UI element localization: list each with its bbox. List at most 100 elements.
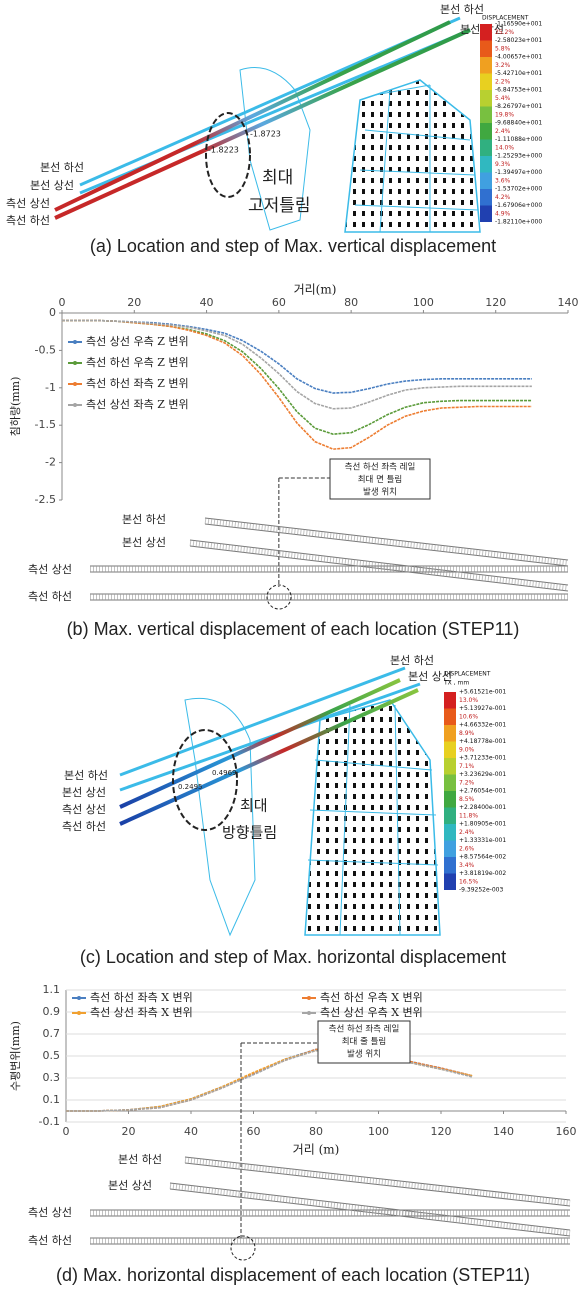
- legend-percent: 2.6%: [459, 845, 475, 852]
- legend-percent: 2.4%: [495, 128, 511, 135]
- legend-percent: 8.9%: [459, 730, 475, 737]
- x-tick-label: 100: [413, 296, 434, 309]
- legend-swatch: [480, 41, 492, 58]
- track-label: 측선 상선: [6, 197, 50, 210]
- legend-value: +3.71233e-001: [459, 755, 506, 762]
- track-label: 측선 하선: [28, 1233, 72, 1247]
- x-tick-label: 120: [431, 1125, 452, 1138]
- legend-value: +4.66332e-001: [459, 722, 506, 729]
- legend-value: +8.57564e-002: [459, 854, 506, 861]
- annotation: 최대 면 틀림: [358, 474, 403, 485]
- legend-percent: 14.0%: [495, 144, 514, 151]
- legend-percent: 5.8%: [495, 45, 511, 52]
- annotation: 발생 위치: [363, 487, 397, 498]
- legend-swatch: [444, 874, 456, 891]
- figure: -1.8723 -1.8223 최대 고저틀림 본선 하선 본선 상선 본선 하…: [0, 0, 586, 1291]
- legend-marker: [307, 1011, 311, 1015]
- x-axis-title: 거리(m): [294, 283, 337, 297]
- legend-swatch: [444, 791, 456, 808]
- value-label: -1.8723: [250, 130, 281, 139]
- x-axis-title: 거리 (m): [293, 1143, 340, 1157]
- x-tick-label: 0: [63, 1125, 70, 1138]
- x-tick-label: 160: [556, 1125, 577, 1138]
- y-tick-label: -2: [45, 456, 56, 469]
- legend-value: +1.33331e-001: [459, 837, 506, 844]
- legend-percent: 10.6%: [459, 713, 478, 720]
- legend-swatch: [480, 90, 492, 107]
- y-tick-label: 0.1: [43, 1093, 61, 1106]
- track-label: 측선 하선: [28, 589, 72, 603]
- legend-label: 측선 상선 좌측 X 변위: [90, 1006, 193, 1019]
- y-tick-label: -1: [45, 381, 56, 394]
- y-tick-label: 0.3: [43, 1071, 61, 1084]
- value-label: -1.8223: [208, 146, 239, 155]
- legend-marker: [73, 361, 77, 365]
- legend-swatch: [480, 24, 492, 41]
- annotation: 최대 줄 틀림: [342, 1036, 387, 1047]
- legend-swatch: [480, 206, 492, 223]
- series-line: [66, 1051, 472, 1112]
- series-line: [66, 1051, 472, 1112]
- x-tick-label: 20: [127, 296, 141, 309]
- legend-percent: 8.5%: [459, 796, 475, 803]
- caption: (b) Max. vertical displacement of each l…: [67, 619, 520, 639]
- legend-value: -1.16590e+001: [495, 21, 542, 28]
- y-tick-label: 0.9: [43, 1005, 61, 1018]
- legend-swatch: [444, 742, 456, 759]
- legend-marker: [73, 403, 77, 407]
- legend-swatch: [480, 189, 492, 206]
- legend-value: +4.18778e-001: [459, 738, 506, 745]
- legend-marker: [73, 340, 77, 344]
- track-label: 본선 상선: [62, 786, 106, 799]
- legend-swatch: [444, 709, 456, 726]
- legend-value: -2.58023e+001: [495, 37, 542, 44]
- series-line: [66, 1049, 472, 1111]
- legend-value: +2.76054e-001: [459, 788, 506, 795]
- panel-a: -1.8723 -1.8223 최대 고저틀림 본선 하선 본선 상선 본선 하…: [6, 2, 529, 256]
- legend-percent: 3.6%: [495, 177, 511, 184]
- legend-label: 측선 상선 우측 X 변위: [320, 1006, 423, 1019]
- legend-value: -9.68840e+001: [495, 120, 542, 127]
- rail: [185, 1163, 570, 1206]
- legend-percent: 3.2%: [495, 62, 511, 69]
- track-label: 본선 상선: [30, 179, 74, 192]
- legend-swatch: [480, 57, 492, 74]
- legend-value: -1.67906e+000: [495, 202, 542, 209]
- legend-percent: 7.2%: [459, 779, 475, 786]
- turnout-frame: [185, 698, 255, 935]
- y-tick-label: -0.5: [35, 343, 56, 356]
- x-tick-label: 20: [122, 1125, 136, 1138]
- legend-percent: 25.2%: [495, 29, 514, 36]
- legend-value: +3.81819e-002: [459, 870, 506, 877]
- track-label: 측선 하선: [62, 819, 106, 833]
- legend-marker: [307, 996, 311, 1000]
- track-label: 측선 상선: [62, 803, 106, 816]
- legend-percent: 19.8%: [495, 111, 514, 118]
- legend-percent: 13.0%: [459, 697, 478, 704]
- legend-marker: [73, 382, 77, 386]
- mesh: [305, 700, 440, 935]
- y-tick-label: 0: [49, 306, 56, 319]
- legend-percent: 4.2%: [495, 194, 511, 201]
- annotation: 측선 하선 좌측 레일: [329, 1024, 400, 1035]
- x-tick-label: 120: [485, 296, 506, 309]
- legend-swatch: [480, 107, 492, 124]
- x-tick-label: 40: [200, 296, 214, 309]
- x-tick-label: 140: [558, 296, 579, 309]
- track-label: 측선 하선: [6, 213, 50, 227]
- annotation: 측선 하선 좌측 레일: [345, 462, 416, 473]
- legend-unit: TX , mm: [443, 680, 469, 687]
- value-label: 0.4969: [212, 769, 237, 777]
- legend-swatch: [480, 156, 492, 173]
- track-label: 본선 상선: [108, 1179, 152, 1192]
- legend-title: DISPLACEMENT: [444, 671, 491, 678]
- panel-c: 0.4969 0.2495 최대 방향틀림 본선 하선 본선 상선 본선 하선 …: [62, 653, 506, 967]
- legend-marker: [77, 1011, 81, 1015]
- legend-swatch: [444, 824, 456, 841]
- y-axis-title: 침하량(mm): [8, 377, 22, 437]
- legend-label: 측선 상선 우측 Z 변위: [86, 335, 189, 348]
- legend-swatch: [444, 808, 456, 825]
- y-axis-title: 수평변위(mm): [9, 1021, 22, 1091]
- legend-percent: 3.4%: [459, 862, 475, 869]
- legend-swatch: [444, 692, 456, 709]
